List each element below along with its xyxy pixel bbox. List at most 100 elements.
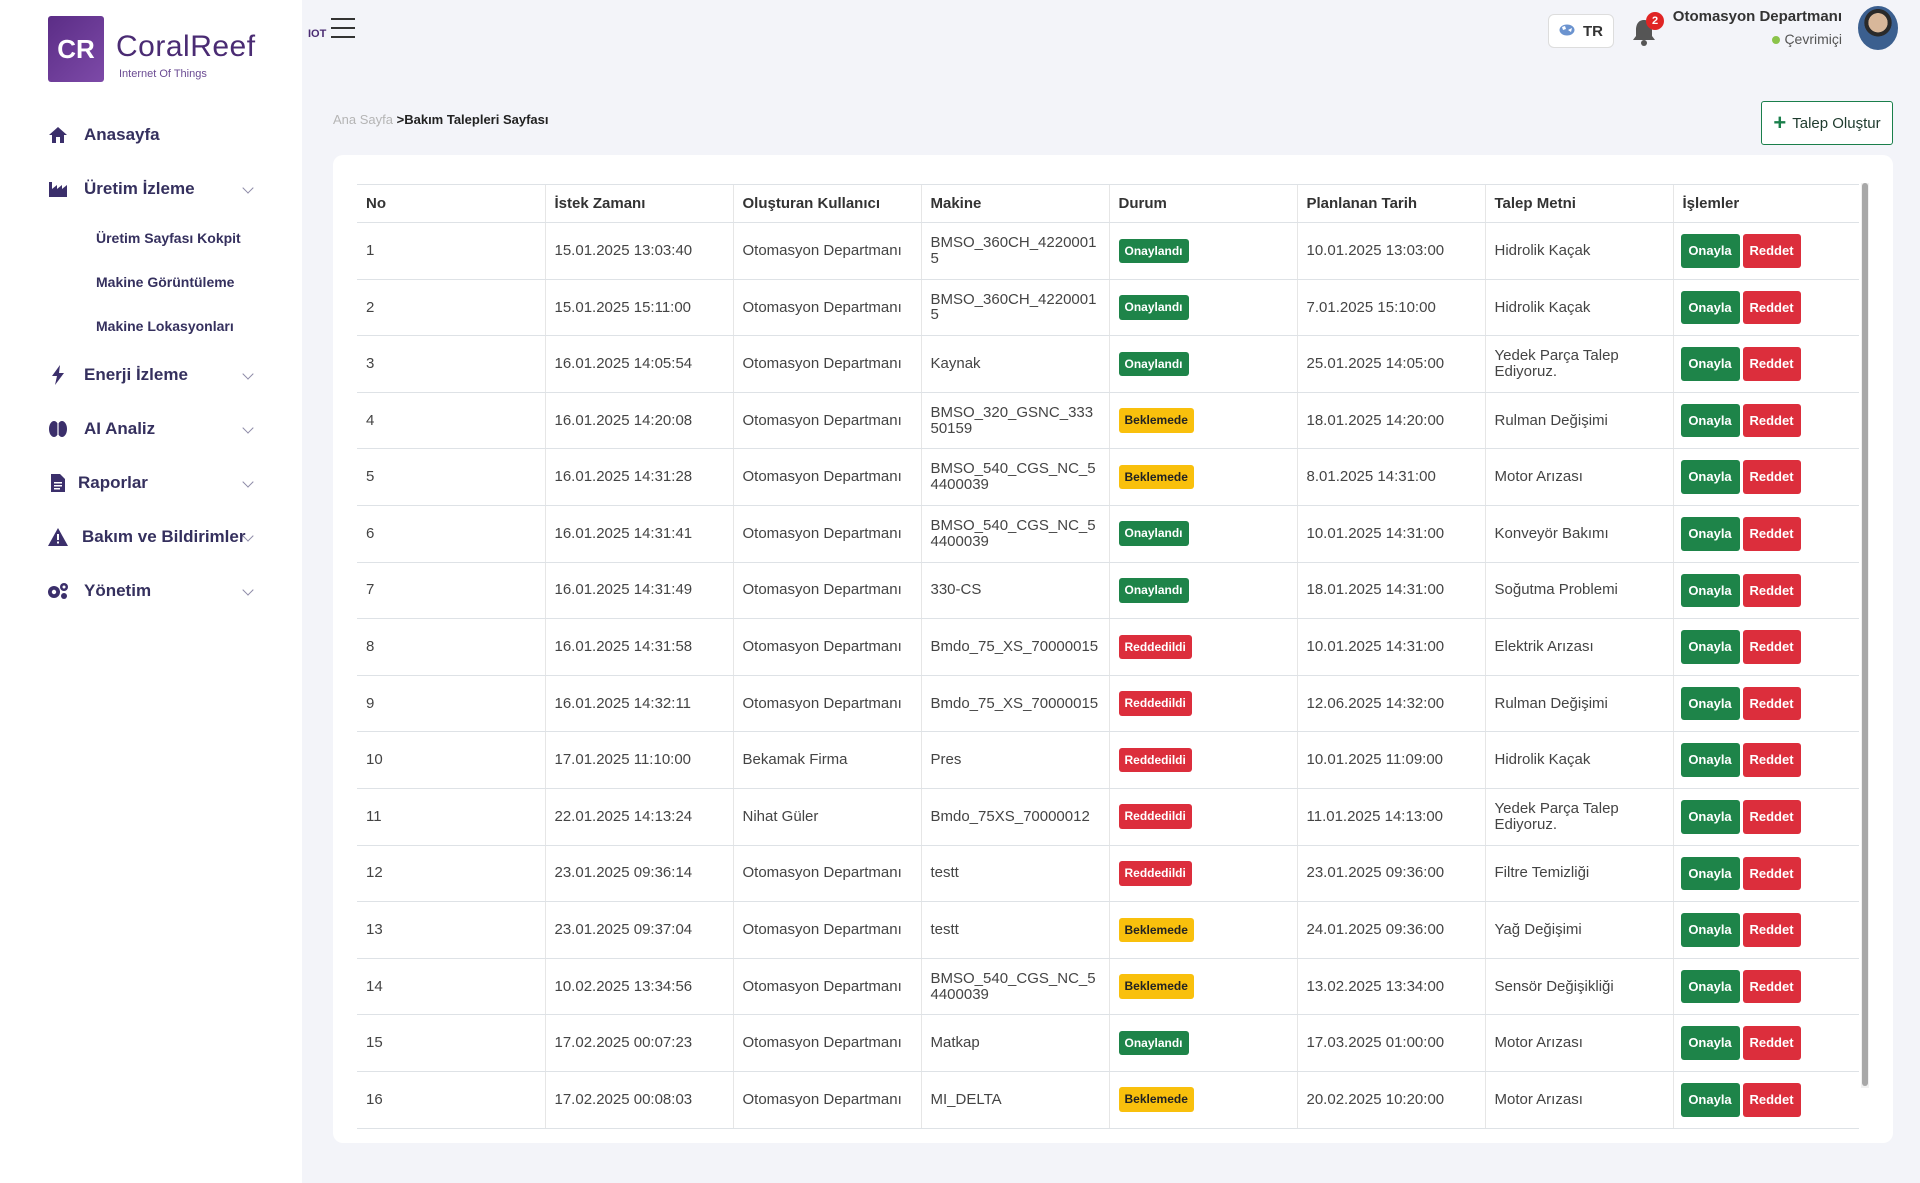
- sidebar-item-label: Bakım ve Bildirimler: [82, 527, 246, 546]
- approve-button[interactable]: Onayla: [1680, 290, 1740, 325]
- reject-button[interactable]: Reddet: [1742, 403, 1801, 438]
- cell-request-text: Yedek Parça Talep Ediyoruz.: [1484, 788, 1673, 846]
- cell-actions: Onayla Reddet: [1672, 222, 1859, 280]
- sidebar-item-maintenance[interactable]: Bakım ve Bildirimler: [0, 510, 302, 564]
- table-row: 12 23.01.2025 09:36:14 Otomasyon Departman…: [357, 845, 1859, 903]
- status-badge: Reddedildi: [1118, 804, 1192, 830]
- reject-button[interactable]: Reddet: [1742, 233, 1801, 268]
- approve-button[interactable]: Onayla: [1680, 1082, 1740, 1117]
- cell-request-text: Soğutma Problemi: [1484, 562, 1673, 620]
- reject-button[interactable]: Reddet: [1742, 347, 1801, 381]
- cell-no: 15: [357, 1014, 545, 1072]
- table-row: 2 15.01.2025 15:11:00 Otomasyon Departmanı…: [357, 279, 1859, 337]
- reject-button[interactable]: Reddet: [1742, 799, 1801, 834]
- menu-toggle-icon[interactable]: [331, 18, 355, 38]
- cell-request-time: 16.01.2025 14:20:08: [544, 392, 733, 450]
- approve-button[interactable]: Onayla: [1680, 913, 1740, 947]
- globe-icon: [1559, 23, 1575, 39]
- cell-planned-date: 8.01.2025 14:31:00: [1296, 448, 1485, 506]
- cell-request-time: 23.01.2025 09:37:04: [544, 901, 733, 959]
- approve-button[interactable]: Onayla: [1680, 460, 1740, 494]
- cell-planned-date: 10.01.2025 13:03:00: [1296, 222, 1485, 280]
- user-info[interactable]: Otomasyon Departmanı Çevrimiçi: [1673, 8, 1842, 47]
- approve-button[interactable]: Onayla: [1680, 347, 1740, 381]
- cell-status: Reddedildi: [1108, 788, 1297, 846]
- chevron-down-icon: [242, 476, 254, 488]
- breadcrumb-home[interactable]: Ana Sayfa: [333, 112, 393, 127]
- cell-actions: Onayla Reddet: [1672, 279, 1859, 337]
- approve-button[interactable]: Onayla: [1680, 233, 1740, 268]
- table-row: 13 23.01.2025 09:37:04 Otomasyon Departman…: [357, 901, 1859, 959]
- sidebar-item-production[interactable]: Üretim İzleme: [0, 162, 302, 216]
- language-selector[interactable]: TR: [1548, 14, 1614, 48]
- cell-user: Otomasyon Departmanı: [732, 335, 921, 393]
- approve-button[interactable]: Onayla: [1680, 573, 1740, 608]
- reject-button[interactable]: Reddet: [1742, 743, 1801, 777]
- sidebar-item-energy[interactable]: Enerji İzleme: [0, 348, 302, 402]
- cell-machine: BMSO_360CH_42200015: [920, 279, 1109, 337]
- reject-button[interactable]: Reddet: [1742, 1082, 1801, 1117]
- breadcrumb: Ana Sayfa >Bakım Talepleri Sayfası: [333, 112, 549, 127]
- sidebar-item-label: Üretim İzleme: [84, 179, 195, 198]
- approve-button[interactable]: Onayla: [1680, 969, 1740, 1004]
- sidebar-item-admin[interactable]: Yönetim: [0, 564, 302, 618]
- sidebar-item-reports[interactable]: Raporlar: [0, 456, 302, 510]
- approve-button[interactable]: Onayla: [1680, 799, 1740, 834]
- approve-button[interactable]: Onayla: [1680, 856, 1740, 891]
- reject-button[interactable]: Reddet: [1742, 573, 1801, 608]
- reject-button[interactable]: Reddet: [1742, 686, 1801, 721]
- reject-button[interactable]: Reddet: [1742, 460, 1801, 494]
- avatar[interactable]: [1858, 6, 1898, 50]
- cell-status: Onaylandı: [1108, 562, 1297, 620]
- cell-actions: Onayla Reddet: [1672, 845, 1859, 903]
- cell-user: Bekamak Firma: [732, 731, 921, 789]
- cell-user: Otomasyon Departmanı: [732, 675, 921, 733]
- reject-button[interactable]: Reddet: [1742, 290, 1801, 325]
- create-request-button[interactable]: + Talep Oluştur: [1761, 101, 1893, 145]
- reject-button[interactable]: Reddet: [1742, 856, 1801, 891]
- approve-button[interactable]: Onayla: [1680, 1026, 1740, 1060]
- cell-status: Onaylandı: [1108, 1014, 1297, 1072]
- sidebar-subitem-machine-view[interactable]: Makine Görüntüleme: [96, 274, 235, 290]
- cell-planned-date: 12.06.2025 14:32:00: [1296, 675, 1485, 733]
- cell-planned-date: 13.02.2025 13:34:00: [1296, 958, 1485, 1016]
- table-row: 14 10.02.2025 13:34:56 Otomasyon Departman…: [357, 958, 1859, 1016]
- approve-button[interactable]: Onayla: [1680, 743, 1740, 777]
- breadcrumb-current: Bakım Talepleri Sayfası: [404, 112, 549, 127]
- sidebar-subitem-machine-locations[interactable]: Makine Lokasyonları: [96, 318, 234, 334]
- table-row: 11 22.01.2025 14:13:24 Nihat Güler Bmdo_75X…: [357, 788, 1859, 846]
- sidebar-item-home[interactable]: Anasayfa: [0, 108, 302, 162]
- cell-actions: Onayla Reddet: [1672, 1014, 1859, 1072]
- status-badge: Beklemede: [1118, 408, 1194, 433]
- status-badge: Beklemede: [1118, 464, 1194, 490]
- approve-button[interactable]: Onayla: [1680, 403, 1740, 438]
- cell-actions: Onayla Reddet: [1672, 505, 1859, 563]
- cell-no: 2: [357, 279, 545, 337]
- sidebar-item-ai[interactable]: AI Analiz: [0, 402, 302, 456]
- table-row: 5 16.01.2025 14:31:28 Otomasyon Departmanı…: [357, 448, 1859, 506]
- logo[interactable]: CR CoralReef IOT Internet Of Things: [48, 16, 326, 82]
- cell-actions: Onayla Reddet: [1672, 788, 1859, 846]
- cell-status: Beklemede: [1108, 1071, 1297, 1129]
- cell-actions: Onayla Reddet: [1672, 958, 1859, 1016]
- status-badge: Onaylandı: [1118, 295, 1189, 320]
- reject-button[interactable]: Reddet: [1742, 969, 1801, 1004]
- cell-actions: Onayla Reddet: [1672, 562, 1859, 620]
- table-scrollbar-thumb[interactable]: [1862, 183, 1868, 1086]
- approve-button[interactable]: Onayla: [1680, 630, 1740, 664]
- cell-status: Beklemede: [1108, 448, 1297, 506]
- reject-button[interactable]: Reddet: [1742, 1026, 1801, 1060]
- cell-planned-date: 18.01.2025 14:31:00: [1296, 562, 1485, 620]
- reject-button[interactable]: Reddet: [1742, 913, 1801, 947]
- sidebar-item-label: AI Analiz: [84, 419, 156, 438]
- approve-button[interactable]: Onayla: [1680, 516, 1740, 551]
- reject-button[interactable]: Reddet: [1742, 516, 1801, 551]
- approve-button[interactable]: Onayla: [1680, 686, 1740, 721]
- plus-icon: +: [1773, 110, 1787, 135]
- sidebar-subitem-cockpit[interactable]: Üretim Sayfası Kokpit: [96, 230, 241, 246]
- cell-no: 1: [357, 222, 545, 280]
- reject-button[interactable]: Reddet: [1742, 630, 1801, 664]
- cell-status: Onaylandı: [1108, 335, 1297, 393]
- cell-status: Reddedildi: [1108, 731, 1297, 789]
- cell-user: Otomasyon Departmanı: [732, 958, 921, 1016]
